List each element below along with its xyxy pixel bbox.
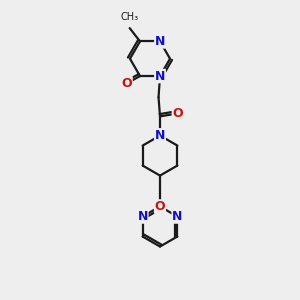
Text: O: O xyxy=(172,107,183,120)
Text: N: N xyxy=(155,129,165,142)
Text: N: N xyxy=(172,210,182,223)
Text: O: O xyxy=(122,77,132,90)
Text: N: N xyxy=(155,70,165,83)
Text: N: N xyxy=(155,35,165,48)
Text: CH₃: CH₃ xyxy=(121,12,139,22)
Text: O: O xyxy=(155,200,165,213)
Text: N: N xyxy=(137,210,148,223)
Text: N: N xyxy=(155,129,165,142)
